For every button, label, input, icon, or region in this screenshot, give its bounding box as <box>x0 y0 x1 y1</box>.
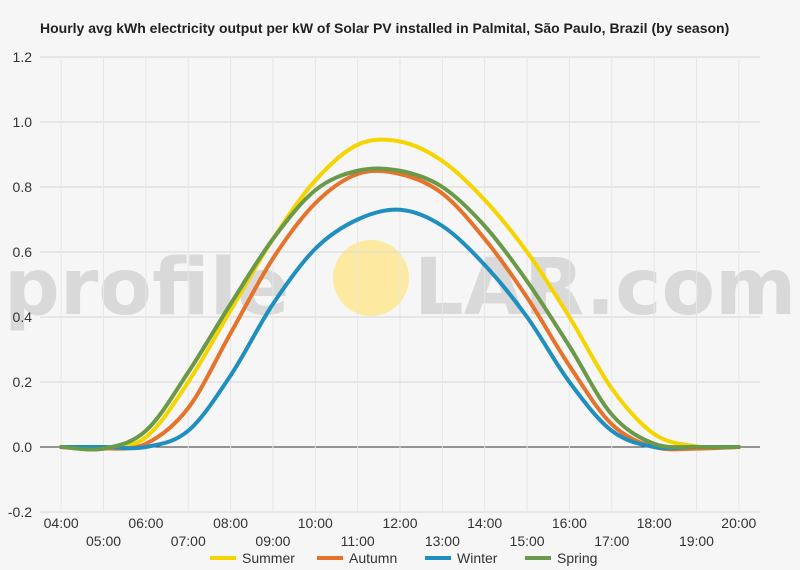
y-tick-label: 0.8 <box>13 179 33 195</box>
y-tick-label: 1.2 <box>13 49 33 65</box>
series-line-winter <box>59 207 741 451</box>
series-line-summer <box>59 137 741 452</box>
y-tick-label: 0.0 <box>13 439 33 455</box>
watermark-sun-icon <box>333 240 409 316</box>
x-tick-label: 06:00 <box>128 515 163 531</box>
x-tick-label: 18:00 <box>637 515 672 531</box>
x-tick-label: 09:00 <box>255 533 290 549</box>
y-tick-label: 0.4 <box>13 309 33 325</box>
x-tick-label: 16:00 <box>552 515 587 531</box>
legend-label-winter: Winter <box>457 550 498 566</box>
y-axis: -0.2 0.0 0.2 0.4 0.6 0.8 1.0 1.2 <box>8 49 32 520</box>
x-tick-label: 14:00 <box>467 515 502 531</box>
x-tick-label: 04:00 <box>44 515 79 531</box>
x-tick-label: 10:00 <box>298 515 333 531</box>
x-tick-label: 07:00 <box>171 533 206 549</box>
x-tick-label: 13:00 <box>425 533 460 549</box>
series-line-autumn <box>59 168 741 452</box>
y-tick-label: 1.0 <box>13 114 33 130</box>
series-line-spring <box>59 166 741 452</box>
grid <box>40 56 760 513</box>
x-tick-label: 05:00 <box>86 533 121 549</box>
x-tick-label: 15:00 <box>510 533 545 549</box>
chart-title: Hourly avg kWh electricity output per kW… <box>40 20 729 36</box>
x-tick-label: 17:00 <box>594 533 629 549</box>
watermark-left-text: profile <box>4 243 289 333</box>
legend-label-spring: Spring <box>557 550 597 566</box>
y-tick-label: 0.6 <box>13 244 33 260</box>
x-tick-label: 11:00 <box>341 533 375 549</box>
legend-label-summer: Summer <box>242 550 295 566</box>
x-axis: 04:00 06:00 08:00 10:00 12:00 14:00 16:00 18:00… <box>44 515 757 549</box>
x-tick-label: 20:00 <box>721 515 756 531</box>
legend-label-autumn: Autumn <box>349 550 397 566</box>
x-tick-label: 08:00 <box>213 515 248 531</box>
y-tick-label: -0.2 <box>8 504 32 520</box>
series-lines <box>59 137 741 452</box>
x-tick-label: 19:00 <box>679 533 714 549</box>
y-tick-label: 0.2 <box>13 374 33 390</box>
legend: Summer Autumn Winter Spring <box>210 550 597 566</box>
x-tick-label: 12:00 <box>382 515 417 531</box>
